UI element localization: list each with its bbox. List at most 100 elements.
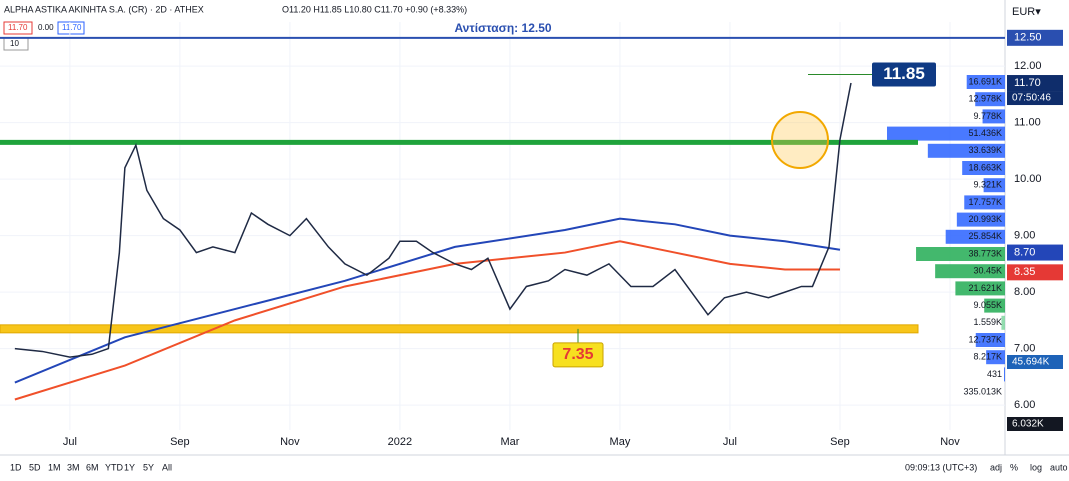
price-line: [14, 82, 852, 358]
profile-bar: [975, 92, 1005, 107]
footer-option[interactable]: adj: [990, 462, 1002, 472]
y-tick-label: 11.00: [1014, 116, 1041, 128]
profile-label: 8.217K: [973, 352, 1002, 362]
profile-label: 9.055K: [973, 300, 1002, 310]
profile-label: 12.978K: [968, 94, 1002, 104]
x-tick-label: Nov: [280, 436, 300, 448]
range-button[interactable]: 1M: [48, 462, 61, 472]
profile-label: 12.737K: [968, 334, 1002, 344]
profile-bar: [927, 143, 1005, 158]
x-tick-label: Nov: [940, 436, 960, 448]
range-button[interactable]: 1Y: [124, 462, 135, 472]
volume-box: [1007, 417, 1063, 431]
countdown-box: [1007, 91, 1063, 106]
y-tick-label: 9.00: [1014, 230, 1035, 242]
range-button[interactable]: YTD: [105, 462, 124, 472]
profile-bar: [975, 333, 1005, 347]
support-text: 7.35: [562, 346, 593, 363]
high-text: 11.85: [883, 64, 925, 83]
range-button[interactable]: 3M: [67, 462, 80, 472]
profile-label: 25.854K: [968, 231, 1002, 241]
price-box-text: 12.50: [1014, 32, 1042, 44]
range-button[interactable]: All: [162, 462, 172, 472]
support-band: [0, 324, 919, 334]
profile-label: 431: [987, 369, 1002, 379]
profile-label: 20.993K: [968, 214, 1002, 224]
volume-label: 45.694K: [1012, 357, 1050, 368]
profile-bar: [887, 126, 1005, 141]
volume-label: 335.013K: [963, 386, 1002, 396]
interval-text: 10: [10, 39, 19, 48]
price-box-text: 8.35: [1014, 266, 1035, 278]
x-tick-label: Sep: [170, 436, 190, 448]
profile-bar: [1001, 315, 1005, 330]
profile-label: 16.691K: [968, 76, 1002, 86]
x-tick-label: Mar: [500, 436, 519, 448]
y-tick-label: 10.00: [1014, 173, 1042, 185]
x-tick-label: Sep: [830, 436, 850, 448]
chip-text: 11.70: [8, 23, 28, 32]
profile-bar: [986, 350, 1005, 365]
chip: [57, 21, 85, 35]
profile-label: 21.621K: [968, 283, 1002, 293]
x-tick-label: Jul: [723, 436, 737, 448]
chip: [3, 21, 33, 35]
profile-bar: [945, 229, 1005, 244]
highlight-circle: [771, 111, 829, 169]
price-box: [1007, 264, 1063, 281]
high-box: [872, 62, 936, 87]
moving-average: [14, 240, 840, 401]
profile-label: 33.639K: [968, 145, 1002, 155]
range-button[interactable]: 1D: [10, 462, 22, 472]
volume-label: 6.032K: [1012, 419, 1044, 430]
profile-label: 9.321K: [973, 180, 1002, 190]
profile-label: 51.436K: [968, 128, 1002, 138]
profile-label: 1.559K: [973, 317, 1002, 327]
chip-text: 11.70: [62, 23, 82, 32]
profile-bar: [935, 264, 1005, 279]
chip-text: 0.00: [38, 23, 54, 32]
x-tick-label: May: [610, 436, 631, 448]
price-box: [1007, 244, 1063, 261]
range-button[interactable]: 5Y: [143, 462, 154, 472]
profile-label: 38.773K: [968, 248, 1002, 258]
profile-label: 9.778K: [973, 111, 1002, 121]
y-tick-label: 7.00: [1014, 343, 1035, 355]
y-tick-label: 6.00: [1014, 399, 1035, 411]
profile-bar: [1004, 367, 1005, 382]
symbol[interactable]: ALPHA ASTIKA AKINHTA S.A. (CR) · 2D · AT…: [4, 4, 204, 14]
footer-time: 09:09:13 (UTC+3): [905, 462, 977, 472]
profile-label: 30.45K: [973, 266, 1002, 276]
price-box: [1007, 29, 1063, 46]
currency[interactable]: EUR▾: [1012, 6, 1041, 18]
profile-bar: [982, 109, 1005, 124]
price-box-text: 8.70: [1014, 246, 1035, 258]
profile-bar: [956, 212, 1005, 227]
profile-bar: [962, 161, 1005, 175]
footer-option[interactable]: log: [1030, 462, 1042, 472]
y-tick-label: 12.00: [1014, 60, 1042, 72]
resistance-label: Αντίσταση: 12.50: [454, 21, 551, 35]
ohlc: O11.20 H11.85 L10.80 C11.70 +0.90 (+8.33…: [282, 4, 467, 14]
profile-bar: [984, 298, 1005, 313]
profile-label: 18.663K: [968, 162, 1002, 172]
profile-bar: [916, 247, 1005, 261]
volume-box: [1007, 355, 1063, 369]
price-box-text: 11.70: [1014, 77, 1041, 89]
countdown: 07:50:46: [1012, 93, 1051, 104]
y-tick-label: 8.00: [1014, 286, 1035, 298]
profile-bar: [964, 195, 1005, 210]
profile-label: 17.757K: [968, 197, 1002, 207]
price-box: [1007, 75, 1063, 92]
range-button[interactable]: 6M: [86, 462, 99, 472]
profile-bar: [966, 75, 1005, 89]
footer-option[interactable]: %: [1010, 462, 1018, 472]
moving-average: [14, 217, 841, 384]
x-tick-label: 2022: [388, 436, 412, 448]
profile-bar: [983, 178, 1005, 193]
support-box: [552, 342, 604, 368]
range-button[interactable]: 5D: [29, 462, 41, 472]
footer-option[interactable]: auto: [1050, 462, 1068, 472]
x-tick-label: Jul: [63, 436, 77, 448]
